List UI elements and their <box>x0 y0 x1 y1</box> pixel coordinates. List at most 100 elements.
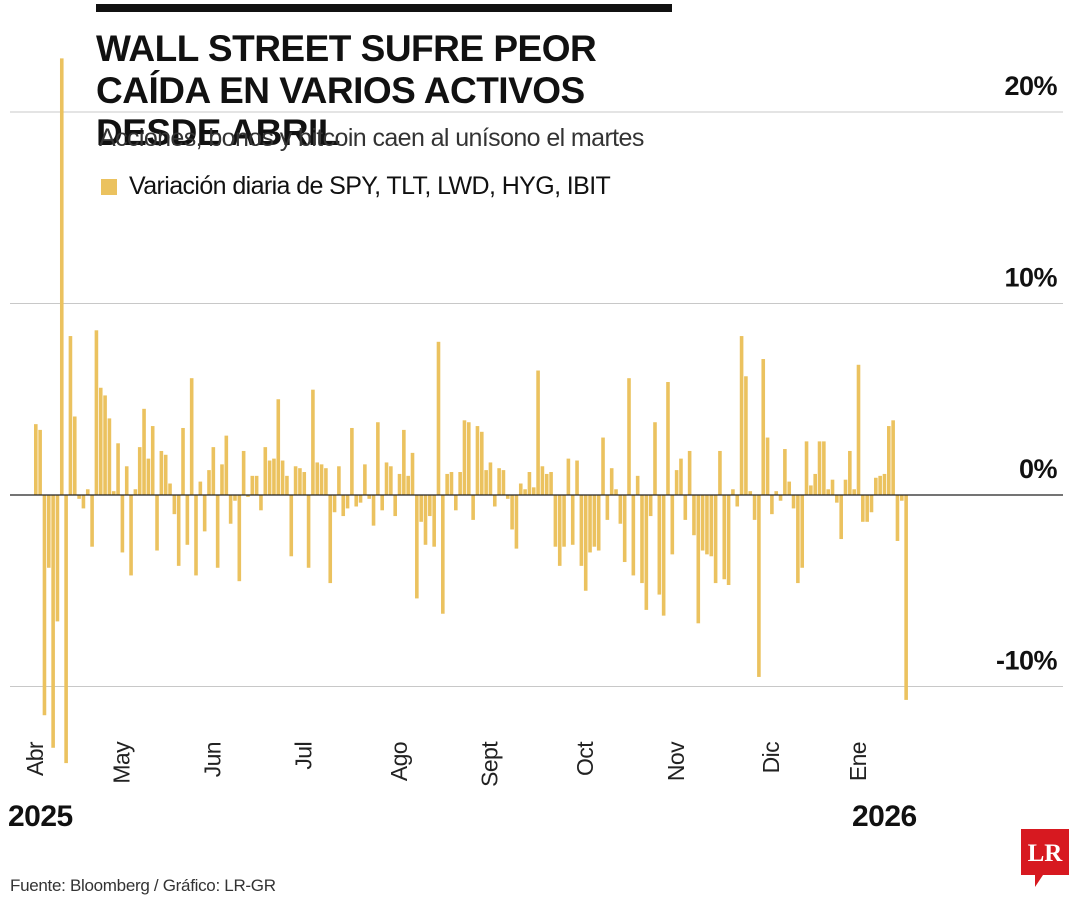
bar <box>415 495 419 599</box>
bar <box>869 495 874 513</box>
bar <box>189 378 194 495</box>
bar <box>341 495 346 517</box>
bar <box>263 447 268 495</box>
bar <box>622 495 627 563</box>
bar <box>809 485 813 495</box>
bar <box>709 495 714 557</box>
bar <box>367 495 372 499</box>
bar <box>267 460 272 495</box>
bar <box>705 495 709 555</box>
bar <box>376 422 380 495</box>
bar <box>432 495 436 547</box>
bar <box>293 466 298 495</box>
chart-title: WALL STREET SUFRE PEOR CAÍDA EN VARIOS A… <box>96 28 597 153</box>
lr-logo-shape <box>1021 829 1069 887</box>
bar <box>449 472 454 495</box>
bar <box>761 359 766 495</box>
bar <box>791 495 796 509</box>
bar <box>635 475 640 495</box>
bar <box>601 437 605 495</box>
bar <box>839 495 843 540</box>
bar <box>107 418 112 495</box>
bar <box>215 495 220 568</box>
bar <box>835 495 839 503</box>
bar <box>744 376 748 495</box>
bar <box>505 495 510 499</box>
chart-subtitle: Acciones, bonos y bitcoin caen al uníson… <box>99 124 644 152</box>
bar <box>371 495 376 526</box>
bar <box>298 468 302 495</box>
bar <box>757 495 761 677</box>
bar <box>592 495 597 547</box>
bar <box>852 489 856 495</box>
bar <box>280 460 285 495</box>
bar <box>142 408 146 495</box>
bar <box>185 495 190 545</box>
legend: Variación diaria de SPY, TLT, LWD, HYG, … <box>101 172 611 201</box>
bar <box>85 489 90 495</box>
bar <box>133 489 138 495</box>
bar <box>90 495 94 547</box>
bar <box>224 435 229 495</box>
bar <box>211 447 216 495</box>
bar <box>454 495 458 511</box>
bar <box>406 475 410 495</box>
bar <box>570 495 575 545</box>
bar <box>194 495 198 576</box>
bar <box>813 473 817 495</box>
bar <box>878 475 882 495</box>
bar <box>661 495 666 616</box>
bar <box>848 450 852 495</box>
bar <box>796 495 800 584</box>
bar <box>562 495 566 547</box>
bar <box>856 364 861 495</box>
bar <box>384 462 389 495</box>
bar <box>670 495 675 555</box>
bar <box>804 441 809 495</box>
source-note: Fuente: Bloomberg / Gráfico: LR-GR <box>10 876 276 895</box>
bar <box>865 495 869 522</box>
lr-logo-text: LR <box>1028 840 1064 867</box>
x-tick-label: Ago <box>386 742 412 781</box>
bar <box>696 495 701 624</box>
bar <box>488 462 493 495</box>
bar <box>363 464 367 495</box>
bar <box>51 495 55 748</box>
bar <box>718 450 722 495</box>
bar <box>605 495 610 520</box>
x-tick-label: Abr <box>22 741 48 776</box>
bar <box>817 441 822 495</box>
bar <box>822 441 826 495</box>
bar <box>155 495 159 551</box>
bar <box>770 495 774 515</box>
bar <box>276 399 281 495</box>
bar <box>752 495 757 520</box>
bar <box>631 495 636 576</box>
bar <box>683 495 688 520</box>
bar <box>891 420 895 495</box>
y-tick-label: 20% <box>1004 71 1057 101</box>
bar <box>553 495 558 547</box>
bar <box>410 452 415 495</box>
bar <box>800 495 805 568</box>
bar <box>428 495 432 517</box>
bar <box>726 495 731 586</box>
bar <box>596 495 601 551</box>
bar <box>904 495 908 700</box>
bar <box>159 450 164 495</box>
year-label-start: 2025 <box>8 800 73 833</box>
bar <box>540 466 545 495</box>
bar <box>207 470 211 495</box>
bar <box>692 495 696 536</box>
bar <box>163 454 168 495</box>
x-tick-label: Dic <box>758 742 784 774</box>
bar <box>783 449 787 495</box>
bar <box>59 58 64 495</box>
legend-label: Variación diaria de SPY, TLT, LWD, HYG, … <box>129 172 611 200</box>
bar <box>46 495 51 568</box>
bar <box>627 378 631 495</box>
bar <box>497 468 501 495</box>
bar <box>402 429 406 495</box>
bar <box>826 489 830 495</box>
bar <box>518 483 523 495</box>
